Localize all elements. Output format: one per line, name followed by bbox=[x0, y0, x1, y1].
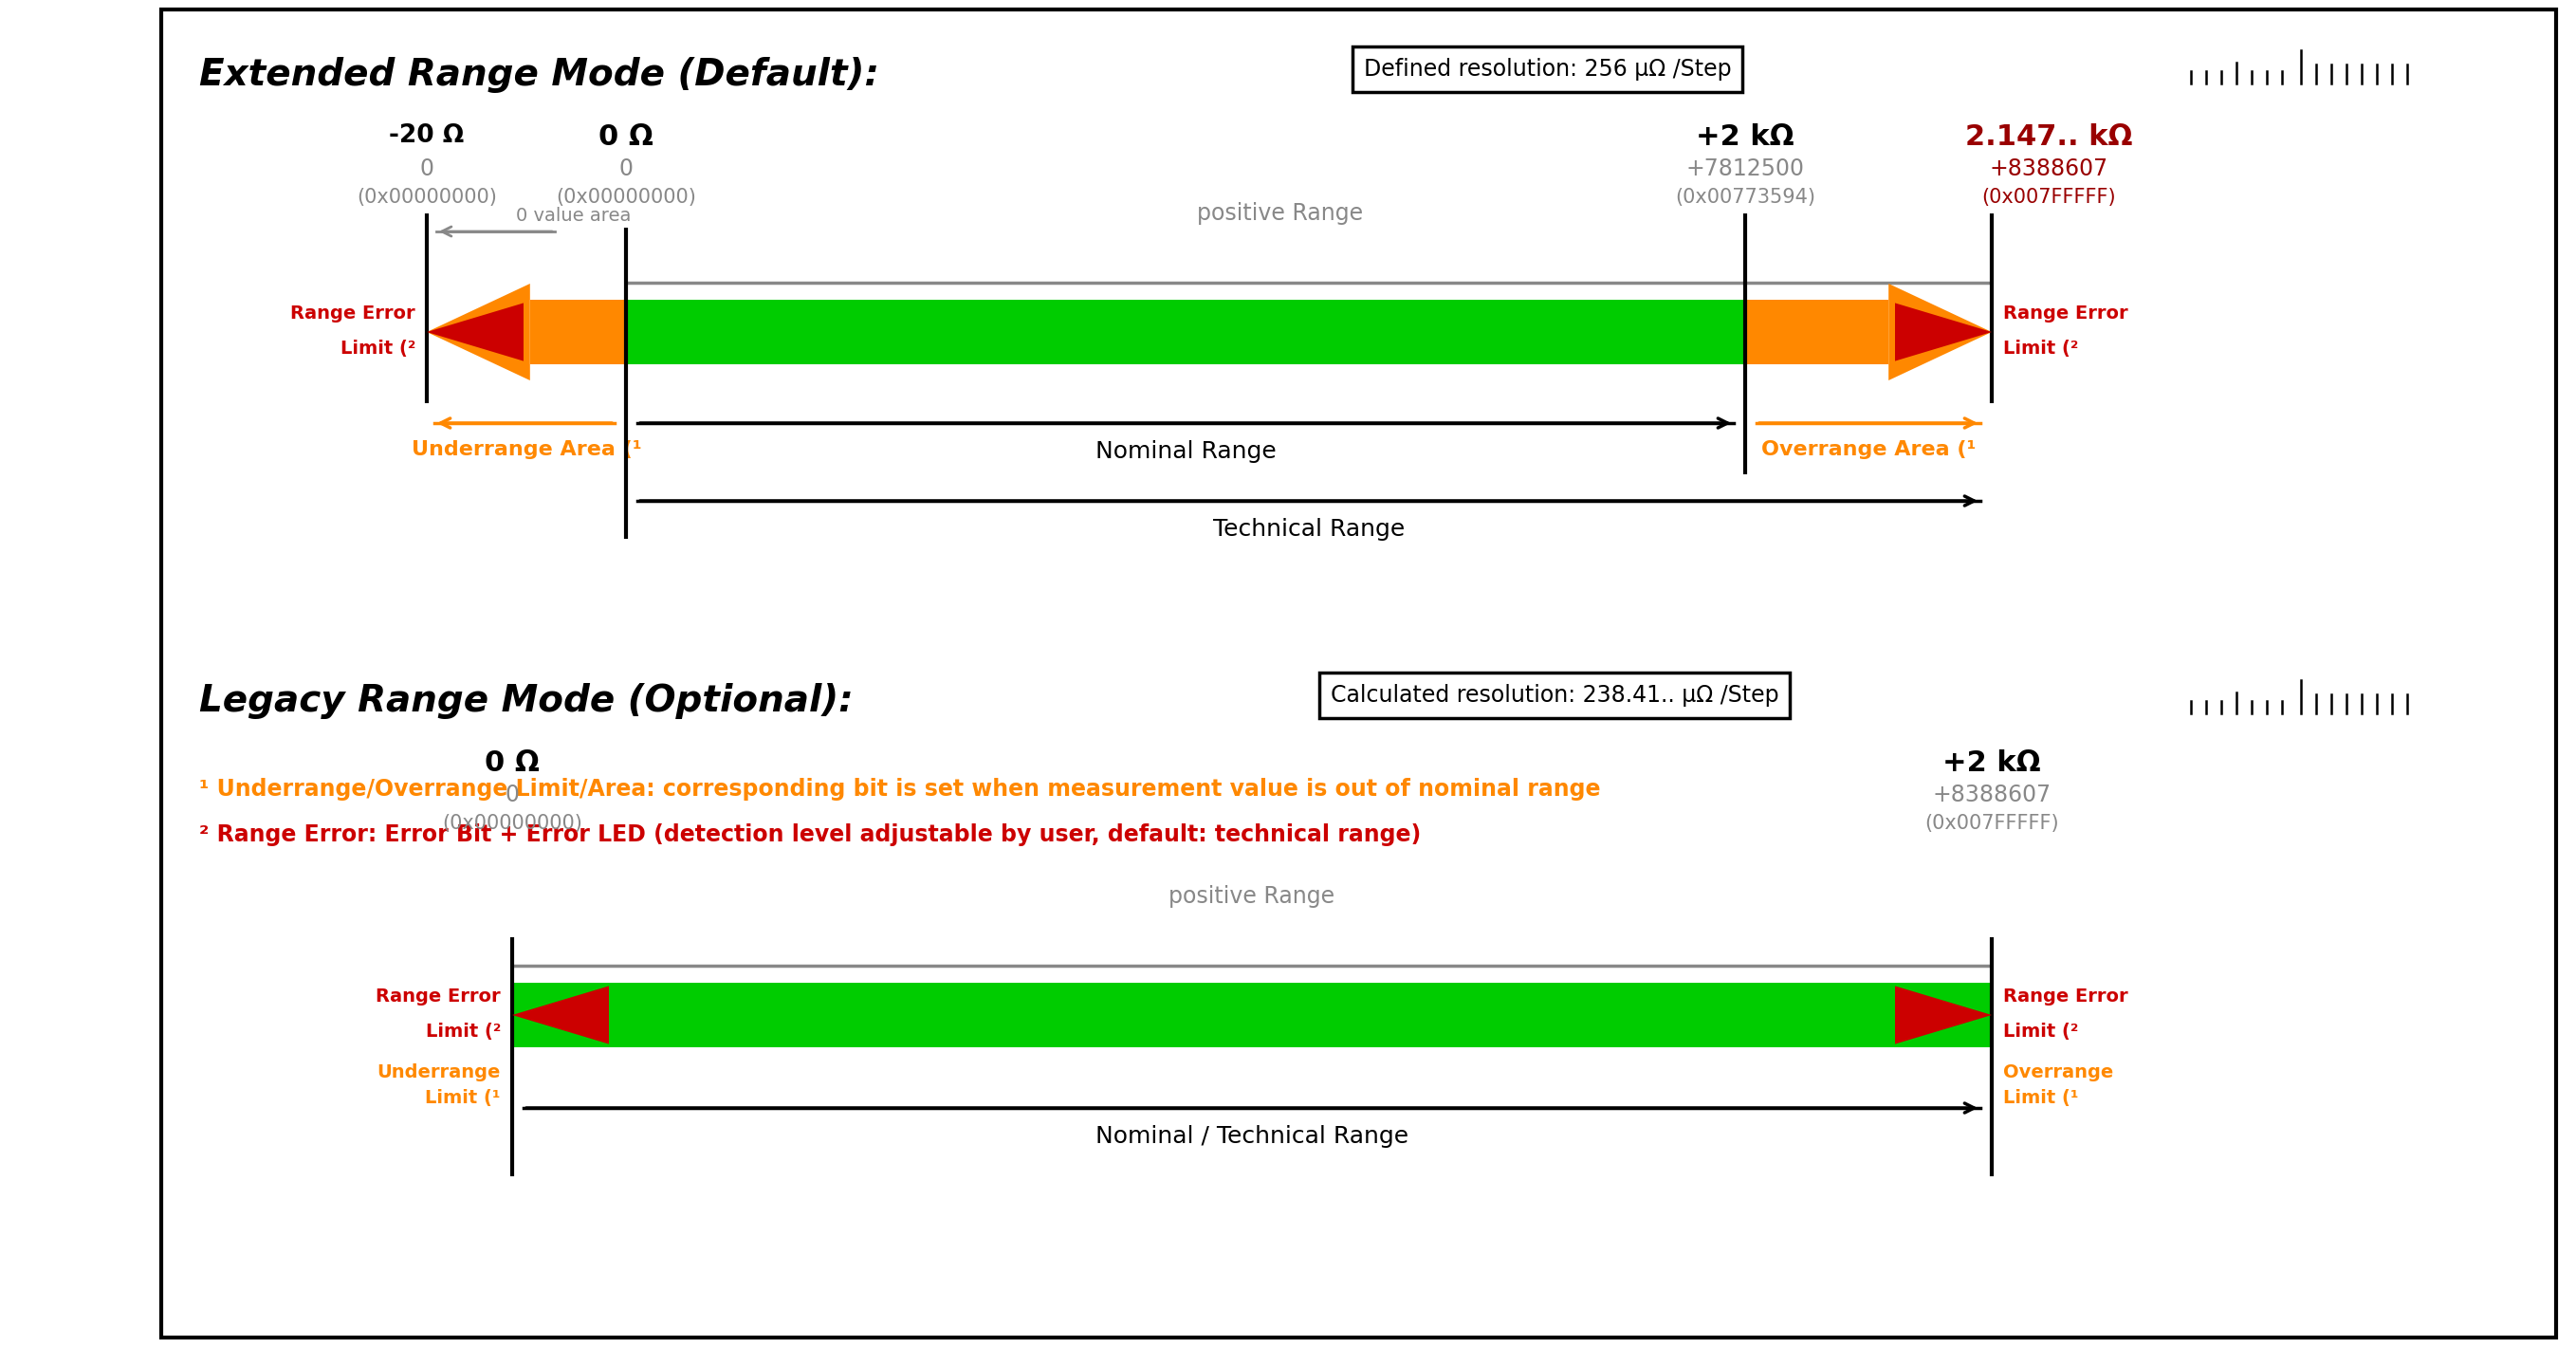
Text: positive Range: positive Range bbox=[1170, 885, 1334, 908]
Polygon shape bbox=[1896, 303, 1991, 361]
Text: 0: 0 bbox=[618, 157, 634, 180]
Bar bbox=[531, 299, 626, 365]
Text: Limit (²: Limit (² bbox=[2004, 1023, 2079, 1041]
Text: (0x007FFFFF): (0x007FFFFF) bbox=[1981, 187, 2115, 206]
Text: 0 Ω: 0 Ω bbox=[484, 750, 538, 777]
Bar bbox=[626, 299, 1744, 365]
Text: Limit (²: Limit (² bbox=[340, 340, 415, 358]
Polygon shape bbox=[1896, 986, 1991, 1044]
Polygon shape bbox=[428, 284, 531, 380]
Text: 2.147.. kΩ: 2.147.. kΩ bbox=[1965, 123, 2133, 150]
Text: Legacy Range Mode (Optional):: Legacy Range Mode (Optional): bbox=[198, 683, 853, 719]
Polygon shape bbox=[513, 986, 608, 1044]
Text: -20 Ω: -20 Ω bbox=[389, 123, 464, 148]
Text: Defined resolution: 256 μΩ /Step: Defined resolution: 256 μΩ /Step bbox=[1363, 57, 1731, 81]
Text: Calculated resolution: 238.41.. μΩ /Step: Calculated resolution: 238.41.. μΩ /Step bbox=[1332, 684, 1780, 706]
Text: (0x007FFFFF): (0x007FFFFF) bbox=[1924, 814, 2058, 833]
Text: (0x00000000): (0x00000000) bbox=[556, 187, 696, 206]
Text: Overrange Area (¹: Overrange Area (¹ bbox=[1762, 440, 1976, 459]
Text: (0x00000000): (0x00000000) bbox=[443, 814, 582, 833]
Text: 0 value area: 0 value area bbox=[515, 206, 631, 225]
Text: Limit (¹: Limit (¹ bbox=[2004, 1090, 2079, 1108]
Text: positive Range: positive Range bbox=[1198, 202, 1363, 225]
Text: Limit (²: Limit (² bbox=[2004, 340, 2079, 358]
Text: ² Range Error: Error Bit + Error LED (detection level adjustable by user, defaul: ² Range Error: Error Bit + Error LED (de… bbox=[198, 824, 1422, 846]
Text: +2 kΩ: +2 kΩ bbox=[1695, 123, 1795, 150]
Text: Extended Range Mode (Default):: Extended Range Mode (Default): bbox=[198, 57, 878, 93]
Text: Nominal Range: Nominal Range bbox=[1095, 440, 1275, 463]
Text: Range Error: Range Error bbox=[2004, 305, 2128, 322]
Text: Limit (¹: Limit (¹ bbox=[425, 1090, 500, 1108]
Polygon shape bbox=[1888, 284, 1991, 380]
Text: Range Error: Range Error bbox=[2004, 988, 2128, 1005]
Text: Range Error: Range Error bbox=[291, 305, 415, 322]
Text: (0x00000000): (0x00000000) bbox=[355, 187, 497, 206]
Text: Technical Range: Technical Range bbox=[1213, 518, 1404, 541]
Polygon shape bbox=[428, 303, 523, 361]
Text: ¹ Underrange/Overrange Limit/Area: corresponding bit is set when measurement val: ¹ Underrange/Overrange Limit/Area: corre… bbox=[198, 777, 1600, 800]
Text: 0: 0 bbox=[505, 784, 520, 806]
Text: Underrange Area (¹: Underrange Area (¹ bbox=[412, 440, 641, 459]
Text: (0x00773594): (0x00773594) bbox=[1674, 187, 1816, 206]
Text: +7812500: +7812500 bbox=[1685, 157, 1803, 180]
Text: 0 Ω: 0 Ω bbox=[598, 123, 654, 150]
Text: +8388607: +8388607 bbox=[1932, 784, 2050, 806]
Text: +2 kΩ: +2 kΩ bbox=[1942, 750, 2040, 777]
Bar bbox=[513, 982, 1991, 1048]
Text: +8388607: +8388607 bbox=[1989, 157, 2107, 180]
Text: Underrange: Underrange bbox=[376, 1063, 500, 1081]
Text: Limit (²: Limit (² bbox=[425, 1023, 500, 1041]
Text: Range Error: Range Error bbox=[376, 988, 500, 1005]
Text: Overrange: Overrange bbox=[2004, 1063, 2112, 1081]
Text: 0: 0 bbox=[420, 157, 433, 180]
Text: Nominal / Technical Range: Nominal / Technical Range bbox=[1095, 1126, 1409, 1147]
Bar bbox=[1744, 299, 1888, 365]
